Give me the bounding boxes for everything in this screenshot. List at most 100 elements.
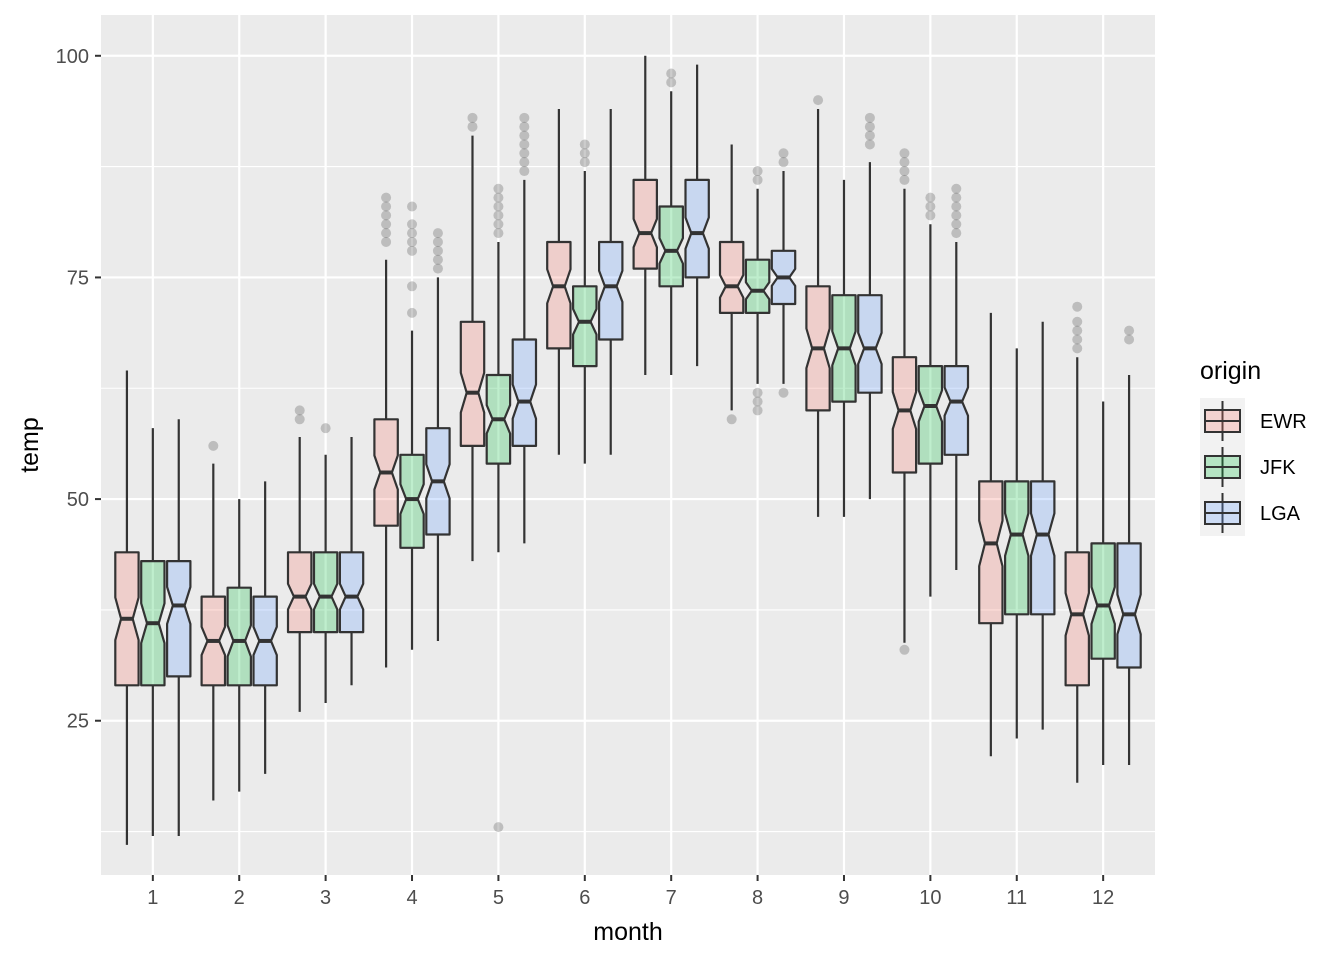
box-ewr-month-7 xyxy=(632,55,659,375)
box-ewr-month-3 xyxy=(286,405,313,712)
outlier-point xyxy=(493,210,504,221)
outlier-point xyxy=(899,174,910,185)
box-lga-month-8 xyxy=(770,148,797,398)
outlier-point xyxy=(493,228,504,239)
box-jfk-month-11 xyxy=(1003,348,1030,739)
notched-box xyxy=(511,338,538,447)
box-lga-month-5 xyxy=(511,112,538,544)
outlier-point xyxy=(813,95,824,106)
y-tick-label: 50 xyxy=(67,489,89,511)
notched-box xyxy=(571,285,598,368)
outlier-point xyxy=(951,192,962,203)
notched-box xyxy=(1003,480,1030,616)
outlier-point xyxy=(381,201,392,212)
outlier-point xyxy=(579,157,590,168)
outlier-point xyxy=(752,166,763,177)
x-tick-label: 3 xyxy=(320,887,331,909)
box-ewr-month-2 xyxy=(200,440,227,801)
box-jfk-month-7 xyxy=(658,68,685,375)
legend-item-jfk: JFK xyxy=(1204,447,1296,487)
box-lga-month-11 xyxy=(1029,321,1056,730)
outlier-point xyxy=(407,236,418,247)
outlier-point xyxy=(1124,325,1135,336)
outlier-point xyxy=(899,644,910,655)
outlier-point xyxy=(951,228,962,239)
notched-box xyxy=(658,205,685,288)
y-tick-label: 100 xyxy=(56,46,89,68)
outlier-point xyxy=(432,236,443,247)
legend-title: origin xyxy=(1200,357,1261,385)
plot-panel xyxy=(101,15,1155,875)
outlier-point xyxy=(381,210,392,221)
box-ewr-month-12 xyxy=(1064,301,1091,783)
x-tick-label: 12 xyxy=(1092,887,1114,909)
outlier-point xyxy=(1072,316,1083,327)
notched-box xyxy=(1029,480,1056,616)
outlier-point xyxy=(925,201,936,212)
notched-box xyxy=(857,294,883,394)
x-tick-label: 1 xyxy=(147,887,158,909)
box-lga-month-2 xyxy=(252,481,278,774)
outlier-point xyxy=(519,112,530,123)
box-marks xyxy=(114,55,1142,845)
box-jfk-month-12 xyxy=(1090,401,1116,766)
outlier-point xyxy=(925,192,936,203)
outlier-point xyxy=(519,157,530,168)
notched-box xyxy=(978,480,1004,625)
x-tick-label: 2 xyxy=(234,887,245,909)
series-jfk xyxy=(140,68,1116,836)
outlier-point xyxy=(1072,301,1083,312)
x-tick-label: 5 xyxy=(493,887,504,909)
outlier-point xyxy=(407,201,418,212)
box-jfk-month-6 xyxy=(571,139,598,464)
outlier-point xyxy=(467,112,478,123)
outlier-point xyxy=(493,822,504,833)
legend-label-jfk: JFK xyxy=(1260,457,1296,479)
outlier-point xyxy=(208,440,219,451)
outlier-point xyxy=(407,219,418,230)
outlier-point xyxy=(951,210,962,221)
outlier-point xyxy=(381,192,392,203)
outlier-point xyxy=(752,396,763,407)
outlier-point xyxy=(1124,334,1135,345)
y-tick-label: 25 xyxy=(67,711,89,733)
box-lga-month-1 xyxy=(166,419,192,836)
outlier-point xyxy=(899,166,910,177)
outlier-point xyxy=(493,201,504,212)
legend-label-ewr: EWR xyxy=(1260,411,1307,433)
outlier-point xyxy=(432,245,443,256)
series-lga xyxy=(166,64,1142,836)
notched-box xyxy=(338,551,365,634)
box-lga-month-3 xyxy=(338,437,365,686)
notched-box xyxy=(632,178,659,270)
outlier-point xyxy=(519,130,530,141)
x-tick-label: 11 xyxy=(1006,887,1027,909)
outlier-point xyxy=(752,387,763,398)
notched-box xyxy=(1116,542,1142,669)
box-jfk-month-1 xyxy=(140,428,166,836)
outlier-point xyxy=(467,121,478,132)
outlier-point xyxy=(294,405,305,416)
box-jfk-month-5 xyxy=(485,183,512,833)
notched-box xyxy=(917,365,944,465)
notched-box xyxy=(286,551,313,634)
notched-box xyxy=(226,586,252,687)
outlier-point xyxy=(1072,325,1083,336)
box-ewr-month-8 xyxy=(718,144,745,425)
legend-item-ewr: EWR xyxy=(1204,401,1307,441)
notched-box xyxy=(597,240,624,341)
notched-box xyxy=(399,453,425,549)
outlier-point xyxy=(407,281,418,292)
outlier-point xyxy=(519,121,530,132)
outlier-point xyxy=(778,387,789,398)
notched-box xyxy=(459,320,486,447)
outlier-point xyxy=(493,183,504,194)
outlier-point xyxy=(951,183,962,194)
box-jfk-month-10 xyxy=(917,192,944,597)
box-ewr-month-9 xyxy=(805,95,831,517)
box-ewr-month-6 xyxy=(546,108,572,455)
notched-box xyxy=(744,258,771,314)
outlier-point xyxy=(864,112,875,123)
notched-box xyxy=(943,365,970,456)
x-tick-label: 4 xyxy=(406,887,417,909)
